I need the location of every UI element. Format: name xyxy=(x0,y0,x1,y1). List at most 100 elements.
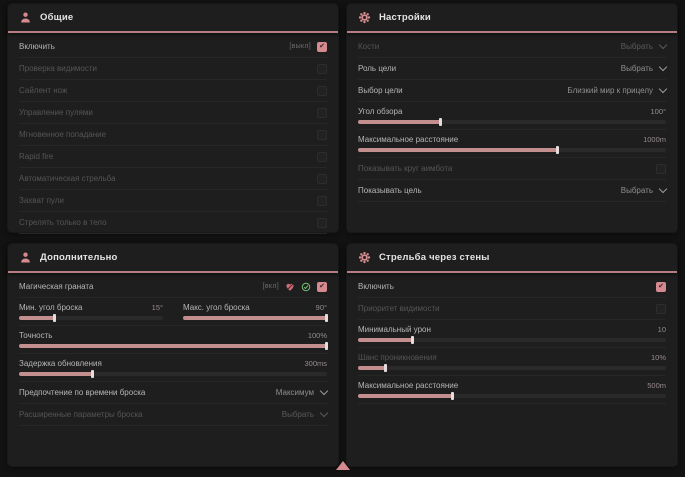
enable-checkbox[interactable] xyxy=(317,41,327,52)
row-label: Управление пулями xyxy=(19,108,93,117)
slider-label: Задержка обновления xyxy=(19,359,102,368)
slider-value: 100° xyxy=(650,107,666,116)
chevron-down-icon xyxy=(658,184,668,194)
bones-dropdown[interactable]: Выбрать xyxy=(621,40,668,51)
row-enable: Включить [выкл] xyxy=(19,36,327,58)
slider-fill xyxy=(358,118,443,126)
row-magic-grenade: Магическая граната [вкл] xyxy=(19,276,327,298)
penetration-chance-slider[interactable] xyxy=(358,364,666,372)
row-target-role: Роль цели Выбрать xyxy=(358,58,668,80)
slider-label: Максимальное расстояние xyxy=(358,135,459,144)
row-enable: Включить xyxy=(358,276,666,298)
row-label: Включить xyxy=(19,42,55,51)
visibility-priority-checkbox[interactable] xyxy=(656,303,666,314)
user-icon xyxy=(21,12,30,23)
row-label: Rapid fire xyxy=(19,152,54,161)
silent-knife-checkbox[interactable] xyxy=(317,85,327,96)
row-throw-angles: Мин. угол броска 15° Макс. угол броска 9… xyxy=(19,298,328,326)
update-delay-slider[interactable] xyxy=(19,370,327,378)
slider-value: 10% xyxy=(650,353,666,362)
fov-slider[interactable] xyxy=(358,118,666,126)
slider-value: 300ms xyxy=(304,359,327,368)
row-label: Стрелять только в тело xyxy=(19,218,107,227)
row-body-only: Стрелять только в тело xyxy=(19,212,327,234)
row-label: Показывать круг аимбота xyxy=(358,164,453,173)
slider-fill xyxy=(183,314,328,322)
chevron-down-icon xyxy=(319,386,329,396)
advanced-throw-dropdown[interactable]: Выбрать xyxy=(282,408,329,419)
slider-label: Макс. угол броска xyxy=(183,303,250,312)
target-select-dropdown[interactable]: Близкий мир к прицелу xyxy=(567,84,668,95)
panel-title: Стрельба через стены xyxy=(379,252,490,263)
show-target-dropdown[interactable]: Выбрать xyxy=(621,184,668,195)
slider-value: 15° xyxy=(151,303,163,312)
min-throw-angle-slider[interactable] xyxy=(19,314,163,322)
row-label: Мгновенное попадание xyxy=(19,130,107,139)
slider-label: Угол обзора xyxy=(358,107,403,116)
row-label: Сайлент нож xyxy=(19,86,68,95)
chevron-down-icon xyxy=(658,40,668,50)
slider-value: 500m xyxy=(647,381,666,390)
hotkey-badge: [выкл] xyxy=(289,43,311,50)
target-role-dropdown[interactable]: Выбрать xyxy=(621,62,668,73)
row-instant-hit: Мгновенное попадание xyxy=(19,124,327,146)
throw-time-pref-dropdown[interactable]: Максимум xyxy=(276,386,329,397)
panel-general: Общие Включить [выкл] Проверка видимости… xyxy=(8,4,338,234)
slider-fill xyxy=(358,392,455,400)
panel-wallbang: Стрельба через стены Включить Приоритет … xyxy=(347,244,677,466)
panel-title: Настройки xyxy=(379,12,431,23)
max-distance-slider[interactable] xyxy=(358,146,666,154)
wallbang-max-distance-slider[interactable] xyxy=(358,392,666,400)
instant-hit-checkbox[interactable] xyxy=(317,129,327,140)
show-aimbot-circle-checkbox[interactable] xyxy=(656,163,666,174)
row-fov: Угол обзора 100° xyxy=(358,102,666,130)
row-visibility-check: Проверка видимости xyxy=(19,58,327,80)
rapid-fire-checkbox[interactable] xyxy=(317,151,327,162)
panel-additional-header: Дополнительно xyxy=(8,244,338,273)
visibility-check-checkbox[interactable] xyxy=(317,63,327,74)
row-label: Выбор цели xyxy=(358,86,403,95)
menu-arrow-icon[interactable] xyxy=(336,461,350,470)
row-max-distance: Максимальное расстояние 500m xyxy=(358,376,666,404)
row-update-delay: Задержка обновления 300ms xyxy=(19,354,327,382)
accuracy-slider[interactable] xyxy=(19,342,328,350)
row-label: Показывать цель xyxy=(358,186,422,195)
slider-label: Шанс проникновения xyxy=(358,353,437,362)
row-label: Включить xyxy=(358,282,394,291)
slider-label: Мин. угол броска xyxy=(19,303,83,312)
slider-label: Точность xyxy=(19,331,53,340)
row-label: Роль цели xyxy=(358,64,397,73)
slider-fill xyxy=(358,146,560,154)
magic-grenade-checkbox[interactable] xyxy=(317,281,327,292)
row-visibility-priority: Приоритет видимости xyxy=(358,298,666,320)
row-label: Магическая граната xyxy=(19,282,94,291)
row-rapid-fire: Rapid fire xyxy=(19,146,327,168)
body-only-checkbox[interactable] xyxy=(317,217,327,228)
row-label: Предпочтение по времени броска xyxy=(19,388,146,397)
user-icon xyxy=(21,252,30,263)
gear-icon xyxy=(358,11,371,24)
chevron-down-icon xyxy=(658,84,668,94)
row-penetration-chance: Шанс проникновения 10% xyxy=(358,348,666,376)
panel-wallbang-header: Стрельба через стены xyxy=(347,244,677,273)
heart-icon[interactable] xyxy=(285,282,295,292)
max-throw-angle-slider[interactable] xyxy=(183,314,328,322)
slider-label: Минимальный урон xyxy=(358,325,431,334)
bullet-capture-checkbox[interactable] xyxy=(317,195,327,206)
slider-fill xyxy=(19,342,328,350)
slider-value: 10 xyxy=(657,325,666,334)
row-label: Проверка видимости xyxy=(19,64,97,73)
panel-general-header: Общие xyxy=(8,4,338,33)
row-show-target: Показывать цель Выбрать xyxy=(358,180,668,202)
row-show-aimbot-circle: Показывать круг аимбота xyxy=(358,158,666,180)
panel-settings-header: Настройки xyxy=(347,4,677,33)
check-circle-icon[interactable] xyxy=(301,282,311,292)
min-damage-slider[interactable] xyxy=(358,336,666,344)
row-throw-time-pref: Предпочтение по времени броска Максимум xyxy=(19,382,329,404)
auto-fire-checkbox[interactable] xyxy=(317,173,327,184)
panel-settings: Настройки Кости Выбрать Роль цели Выбрат… xyxy=(347,4,677,232)
chevron-down-icon xyxy=(658,62,668,72)
wallbang-enable-checkbox[interactable] xyxy=(656,281,666,292)
row-silent-knife: Сайлент нож xyxy=(19,80,327,102)
bullet-control-checkbox[interactable] xyxy=(317,107,327,118)
